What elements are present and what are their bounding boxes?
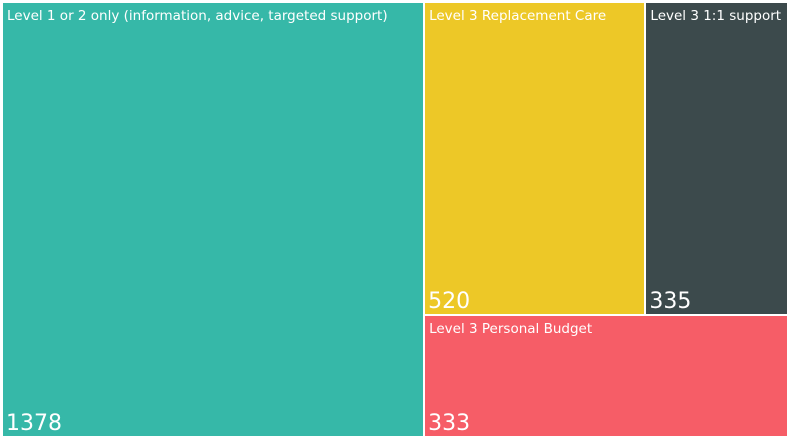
tile-label: Level 1 or 2 only (information, advice, …	[7, 8, 388, 24]
tile-value: 335	[649, 289, 692, 315]
treemap-tile-level-1-or-2-only-information-advice-targeted-support[interactable]: Level 1 or 2 only (information, advice, …	[3, 3, 424, 436]
tile-label: Level 3 Personal Budget	[429, 321, 593, 338]
tile-value: 520	[428, 289, 471, 315]
treemap-tile-level-3-1-1-support[interactable]: Level 3 1:1 support 335	[646, 3, 787, 315]
tile-label: Level 3 1:1 support	[650, 8, 782, 24]
tile-value: 333	[428, 410, 471, 436]
tile-value: 1378	[6, 411, 62, 436]
treemap-tile-level-3-personal-budget[interactable]: Level 3 Personal Budget 333	[425, 316, 787, 436]
treemap-tile-level-3-replacement-care[interactable]: Level 3 Replacement Care 520	[425, 3, 645, 315]
tile-label: Level 3 Replacement Care	[429, 8, 607, 24]
